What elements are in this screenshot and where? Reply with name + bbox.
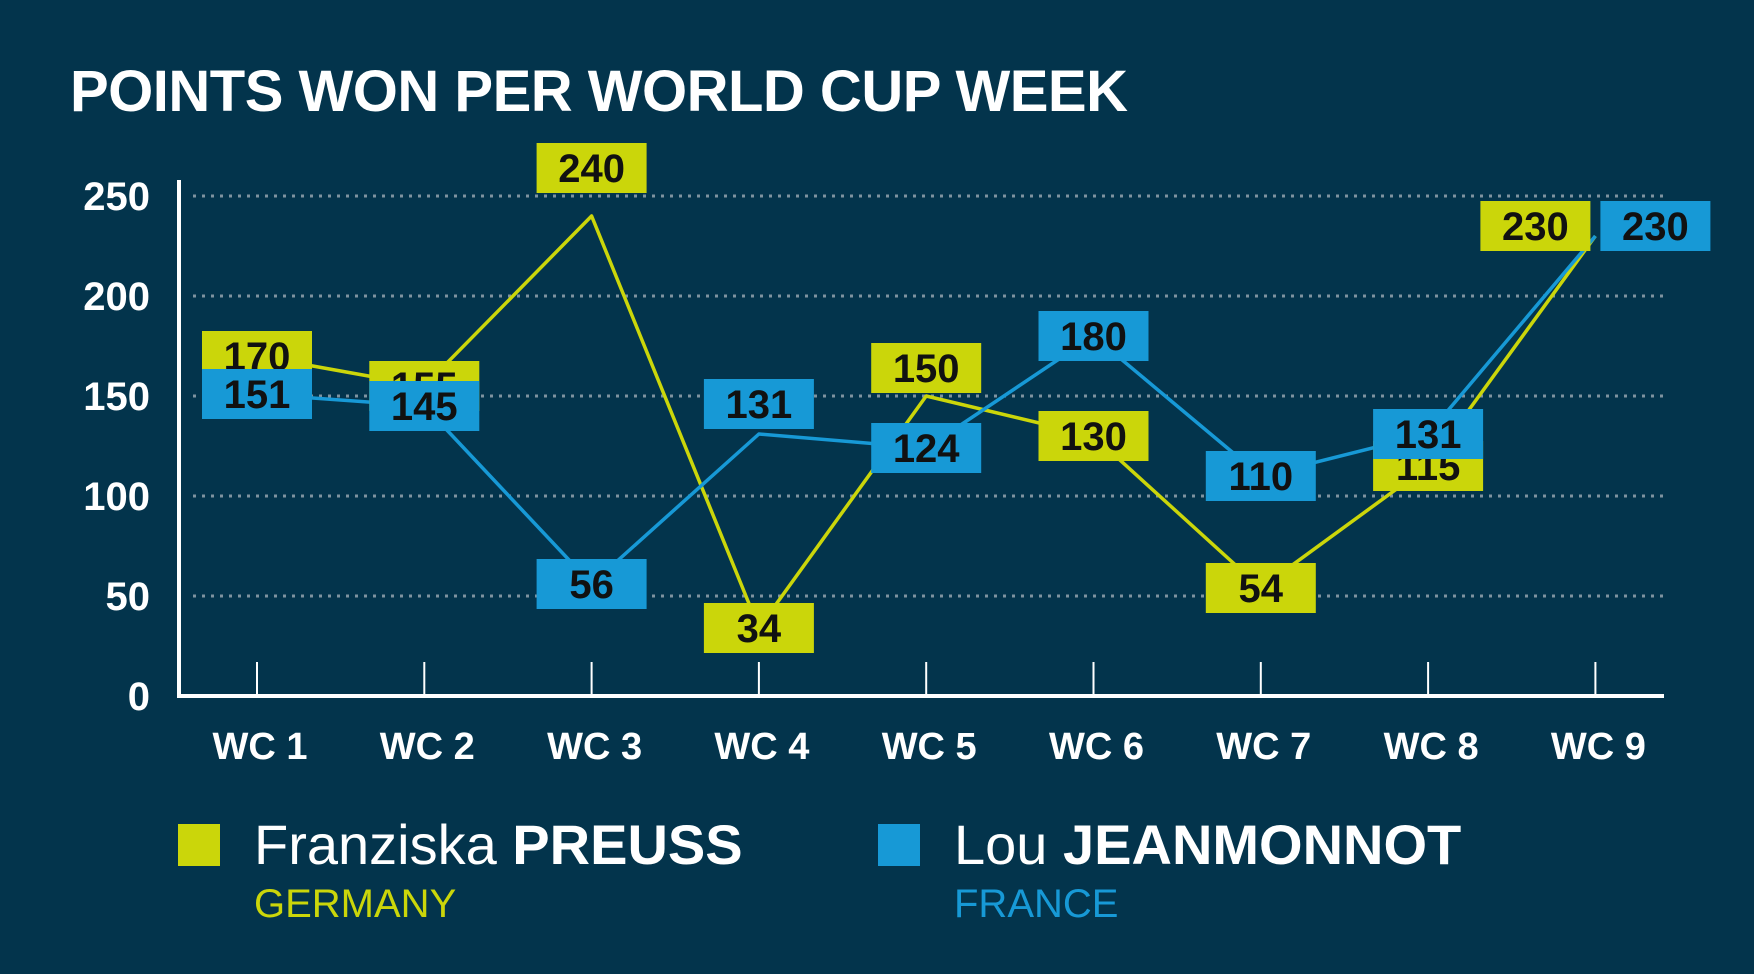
data-label-preuss: 240 bbox=[536, 143, 647, 193]
data-label-value: 150 bbox=[893, 347, 960, 391]
x-tick-label: WC 5 bbox=[882, 726, 977, 768]
data-label-value: 240 bbox=[558, 147, 625, 191]
data-label-value: 131 bbox=[1395, 413, 1462, 457]
data-label-value: 34 bbox=[737, 607, 782, 651]
x-tick-label: WC 6 bbox=[1049, 726, 1144, 768]
legend-country-jeanmonnot: FRANCE bbox=[954, 882, 1119, 926]
y-tick-label: 150 bbox=[83, 375, 150, 419]
data-label-box bbox=[871, 343, 982, 393]
chart-title: POINTS WON PER WORLD CUP WEEK bbox=[70, 59, 1128, 124]
data-label-jeanmonnot: 56 bbox=[536, 559, 647, 609]
data-label-preuss: 54 bbox=[1205, 563, 1316, 613]
legend-last-name-jeanmonnot: JEANMONNOT bbox=[1063, 813, 1462, 876]
data-label-box bbox=[1480, 201, 1591, 251]
data-label-value: 131 bbox=[726, 383, 793, 427]
legend-last-name-preuss: PREUSS bbox=[512, 813, 743, 876]
data-label-box bbox=[1205, 451, 1316, 501]
data-label-jeanmonnot: 131 bbox=[703, 379, 814, 429]
data-label-preuss: 150 bbox=[871, 343, 982, 393]
data-label-jeanmonnot: 124 bbox=[871, 423, 982, 473]
data-label-jeanmonnot: 131 bbox=[1373, 409, 1484, 459]
data-label-box bbox=[1038, 411, 1149, 461]
legend-name-jeanmonnot: Lou JEANMONNOT bbox=[954, 812, 1461, 877]
data-label-jeanmonnot: 180 bbox=[1038, 311, 1149, 361]
legend-swatch-jeanmonnot bbox=[878, 824, 920, 866]
data-label-box bbox=[369, 381, 480, 431]
data-label-value: 151 bbox=[224, 373, 291, 417]
series-line-preuss bbox=[256, 214, 1597, 630]
data-label-box bbox=[871, 423, 982, 473]
axes bbox=[177, 180, 1664, 698]
data-label-jeanmonnot: 145 bbox=[369, 381, 480, 431]
data-label-box bbox=[703, 379, 814, 429]
data-labels: 1701552403415013054115230151145561311241… bbox=[202, 143, 1711, 653]
data-label-value: 124 bbox=[893, 427, 960, 471]
x-tick-label: WC 7 bbox=[1216, 726, 1311, 768]
legend-first-name-jeanmonnot: Lou bbox=[954, 813, 1048, 876]
data-label-box bbox=[202, 369, 312, 419]
x-tick-label: WC 1 bbox=[213, 726, 308, 768]
data-label-value: 145 bbox=[391, 385, 458, 429]
y-tick-label: 250 bbox=[83, 175, 150, 219]
legend-name-preuss: Franziska PREUSS bbox=[254, 812, 743, 877]
data-label-box bbox=[1600, 201, 1711, 251]
data-label-box bbox=[1205, 563, 1316, 613]
data-label-jeanmonnot: 110 bbox=[1205, 451, 1316, 501]
legend-first-name-preuss: Franziska bbox=[254, 813, 497, 876]
y-tick-label: 50 bbox=[106, 575, 151, 619]
data-label-value: 230 bbox=[1502, 205, 1569, 249]
data-label-value: 54 bbox=[1239, 567, 1284, 611]
data-label-value: 230 bbox=[1622, 205, 1689, 249]
data-label-preuss: 34 bbox=[703, 603, 814, 653]
data-label-value: 130 bbox=[1060, 415, 1127, 459]
data-label-value: 56 bbox=[569, 563, 614, 607]
data-label-preuss: 230 bbox=[1480, 201, 1591, 251]
y-tick-label: 0 bbox=[128, 675, 150, 719]
x-tick-label: WC 8 bbox=[1384, 726, 1479, 768]
data-label-preuss: 130 bbox=[1038, 411, 1149, 461]
x-tick-label: WC 9 bbox=[1551, 726, 1646, 768]
y-tick-label: 100 bbox=[83, 475, 150, 519]
x-axis-tick-labels: WC 1 WC 2 WC 3 WC 4 WC 5 WC 6 WC 7 WC 8 WC 9 bbox=[213, 726, 1646, 768]
data-label-box bbox=[1373, 409, 1484, 459]
data-label-value: 180 bbox=[1060, 315, 1127, 359]
legend-country-preuss: GERMANY bbox=[254, 882, 457, 926]
legend-swatch-preuss bbox=[178, 824, 220, 866]
data-label-box bbox=[1038, 311, 1149, 361]
data-label-box bbox=[703, 603, 814, 653]
data-label-jeanmonnot: 230 bbox=[1600, 201, 1711, 251]
data-label-value: 110 bbox=[1229, 455, 1294, 499]
x-tick-label: WC 3 bbox=[547, 726, 642, 768]
data-label-box bbox=[536, 143, 647, 193]
data-label-box bbox=[536, 559, 647, 609]
data-label-jeanmonnot: 151 bbox=[202, 369, 312, 419]
y-axis-tick-labels: 0 50 100 150 200 250 bbox=[83, 175, 150, 719]
x-tick-label: WC 2 bbox=[380, 726, 475, 768]
x-tick-label: WC 4 bbox=[714, 726, 809, 768]
y-tick-label: 200 bbox=[83, 275, 150, 319]
